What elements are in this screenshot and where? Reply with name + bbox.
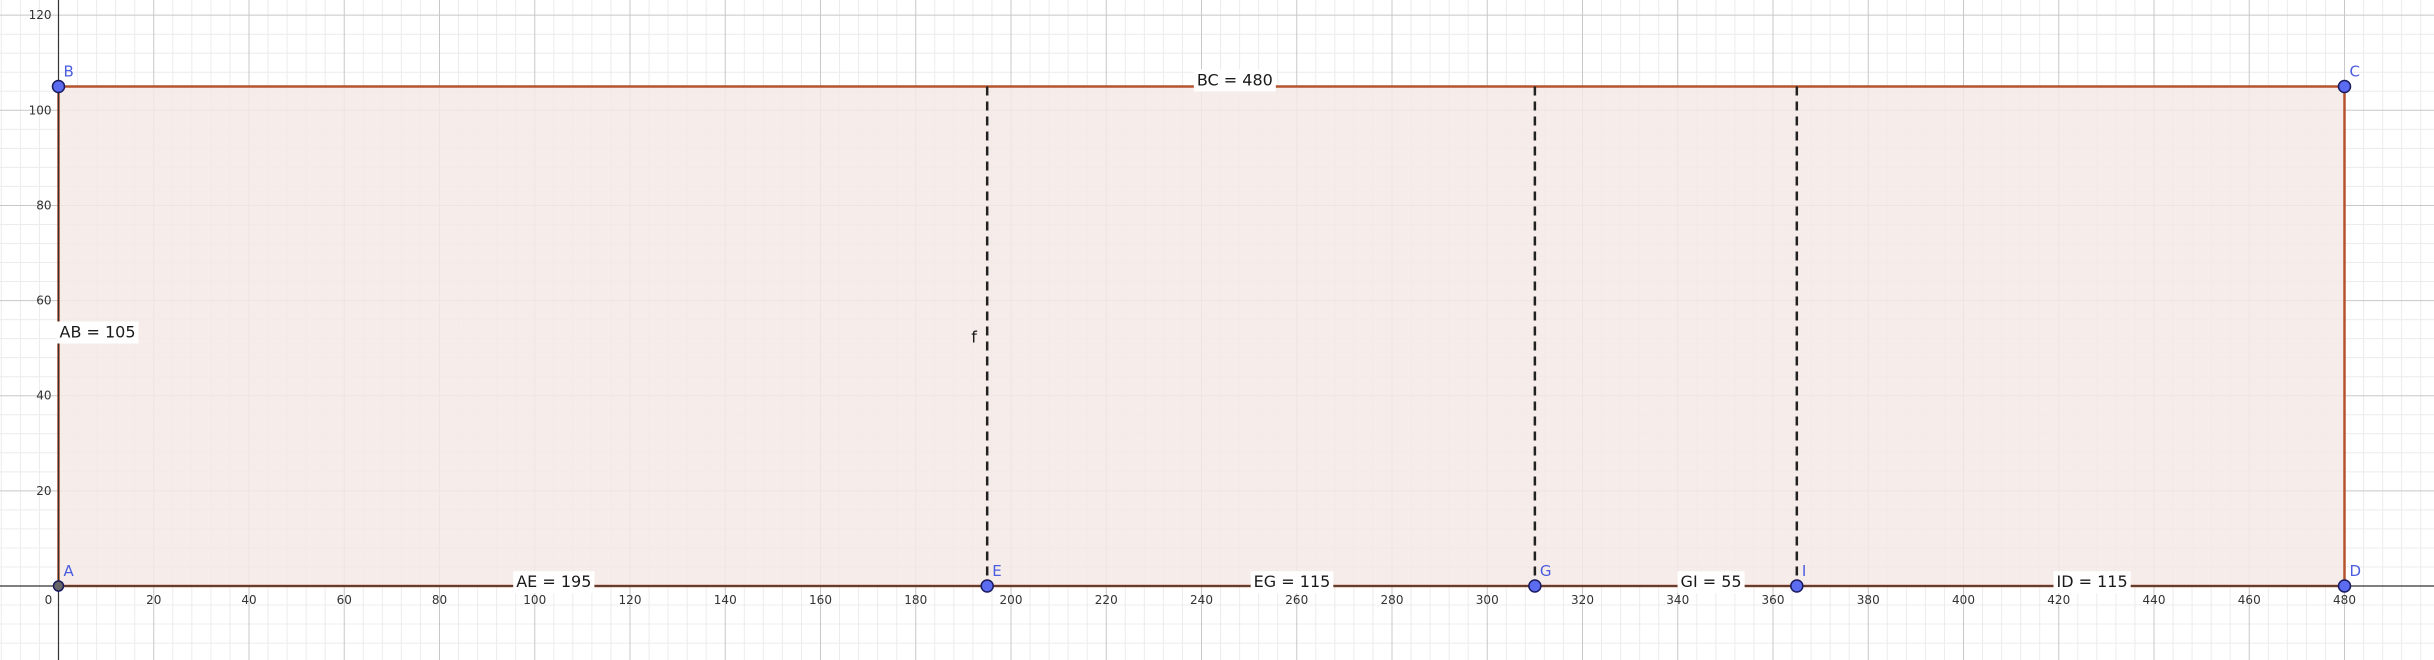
x-tick-label: 420 bbox=[2047, 593, 2070, 607]
point-marker[interactable] bbox=[2337, 79, 2352, 94]
point-I[interactable]: I bbox=[1790, 562, 1806, 593]
x-tick-label: 160 bbox=[809, 593, 832, 607]
x-tick-label: 80 bbox=[432, 593, 447, 607]
segment-label-bg bbox=[1250, 571, 1334, 594]
y-tick-label: 60 bbox=[36, 294, 51, 308]
segment-label-text: AE = 195 bbox=[516, 572, 591, 591]
segment-label-text: ID = 115 bbox=[2057, 572, 2128, 591]
point-A[interactable]: A bbox=[52, 562, 75, 592]
x-tick-label: 380 bbox=[1857, 593, 1880, 607]
point-marker[interactable] bbox=[2337, 579, 2352, 593]
dashed-lines[interactable]: f bbox=[971, 86, 1799, 586]
point-E[interactable]: E bbox=[980, 562, 1002, 593]
y-tick-label: 100 bbox=[29, 103, 52, 117]
points[interactable]: A B C D E G I bbox=[51, 63, 2362, 593]
point-label: G bbox=[1540, 562, 1552, 580]
tick-labels: 0 20 40 60 80 100 120 140 160 180 200 220 240 260 280 3… bbox=[29, 8, 2356, 607]
segment-label-bg bbox=[513, 571, 595, 594]
point-C[interactable]: C bbox=[2337, 63, 2360, 94]
line-label-f: f bbox=[971, 327, 977, 346]
segment-label-text: AB = 105 bbox=[60, 323, 136, 342]
segment-label-text: EG = 115 bbox=[1254, 572, 1331, 591]
segment-label-ID: ID = 115 bbox=[2053, 571, 2131, 594]
y-tick-label: 120 bbox=[29, 8, 52, 22]
x-tick-label: 100 bbox=[523, 593, 546, 607]
x-tick-label: 60 bbox=[337, 593, 352, 607]
y-tick-label: 80 bbox=[36, 198, 51, 212]
x-tick-label: 320 bbox=[1571, 593, 1594, 607]
segment-label-bg bbox=[56, 321, 139, 344]
rectangle-fill[interactable] bbox=[58, 86, 2345, 586]
y-tick-label: 40 bbox=[36, 389, 51, 403]
x-tick-label: 360 bbox=[1762, 593, 1785, 607]
segment-labels: AB = 105 BC = 480 AE = 195 EG = 115 GI = 55 I… bbox=[56, 69, 2131, 594]
x-tick-label: 280 bbox=[1381, 593, 1404, 607]
segment-label-text: GI = 55 bbox=[1681, 572, 1742, 591]
x-tick-label: 340 bbox=[1666, 593, 1689, 607]
point-G[interactable]: G bbox=[1528, 562, 1552, 593]
x-tick-label: 40 bbox=[241, 593, 256, 607]
segment-label-AB: AB = 105 bbox=[56, 321, 139, 344]
point-label: I bbox=[1802, 562, 1806, 580]
x-tick-label: 440 bbox=[2143, 593, 2166, 607]
x-tick-label: 300 bbox=[1476, 593, 1499, 607]
point-marker[interactable] bbox=[51, 79, 66, 94]
point-B[interactable]: B bbox=[51, 63, 74, 94]
x-tick-label: 120 bbox=[619, 593, 642, 607]
y-tick-label: 20 bbox=[36, 484, 51, 498]
rectangle-polygon[interactable] bbox=[57, 85, 2346, 588]
segment-label-bg bbox=[1193, 69, 1276, 92]
x-tick-label: 0 bbox=[45, 593, 53, 607]
point-label: C bbox=[2350, 63, 2360, 81]
segment-label-GI: GI = 55 bbox=[1677, 571, 1745, 594]
point-D[interactable]: D bbox=[2337, 562, 2362, 593]
point-marker[interactable] bbox=[980, 579, 994, 593]
segment-label-BC: BC = 480 bbox=[1193, 69, 1276, 92]
x-tick-label: 220 bbox=[1095, 593, 1118, 607]
x-tick-label: 20 bbox=[146, 593, 161, 607]
x-tick-label: 180 bbox=[904, 593, 927, 607]
segment-label-EG: EG = 115 bbox=[1250, 571, 1334, 594]
segment-label-text: BC = 480 bbox=[1197, 70, 1273, 89]
point-marker[interactable] bbox=[1528, 579, 1542, 593]
segment-label-bg bbox=[1677, 571, 1745, 594]
x-tick-label: 240 bbox=[1190, 593, 1213, 607]
x-tick-label: 200 bbox=[1000, 593, 1023, 607]
point-marker[interactable] bbox=[1790, 579, 1804, 593]
point-label: E bbox=[992, 562, 1001, 580]
x-tick-label: 260 bbox=[1285, 593, 1308, 607]
segment-label-bg bbox=[2053, 571, 2131, 594]
point-label: D bbox=[2350, 562, 2362, 580]
x-tick-label: 140 bbox=[714, 593, 737, 607]
point-marker[interactable] bbox=[52, 580, 65, 592]
point-label: B bbox=[64, 63, 74, 81]
x-tick-label: 480 bbox=[2333, 593, 2356, 607]
point-label: A bbox=[64, 562, 75, 580]
x-tick-label: 400 bbox=[1952, 593, 1975, 607]
x-tick-label: 460 bbox=[2238, 593, 2261, 607]
segment-label-AE: AE = 195 bbox=[513, 571, 595, 594]
